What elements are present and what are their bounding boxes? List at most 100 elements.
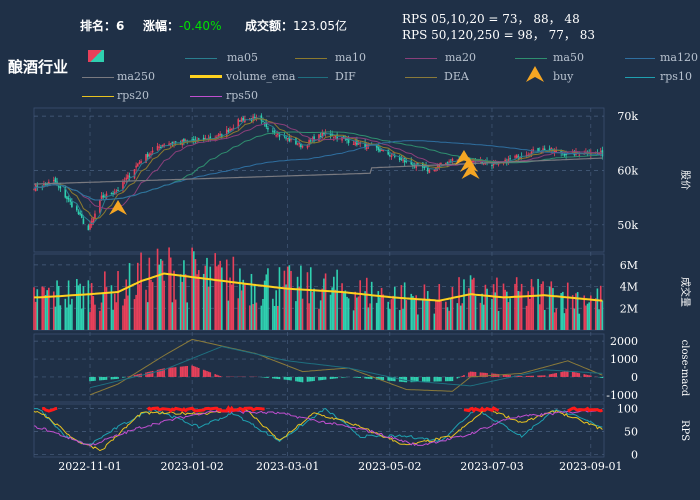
volume-bar xyxy=(356,297,358,330)
volume-bar xyxy=(33,287,35,330)
volume-bar xyxy=(43,287,45,330)
macd-histogram-bar xyxy=(216,374,218,377)
macd-histogram-bar xyxy=(102,376,104,381)
volume-bar xyxy=(540,283,543,330)
volume-bar xyxy=(459,305,462,330)
macd-histogram-bar xyxy=(415,376,418,383)
macd-histogram-bar xyxy=(104,376,106,380)
volume-bar xyxy=(283,270,286,330)
macd-histogram-bar xyxy=(286,376,289,380)
macd-histogram-bar xyxy=(576,372,579,377)
rps-panel xyxy=(33,405,603,452)
candle-body xyxy=(36,185,39,188)
volume-bar xyxy=(532,287,534,330)
volume-bar xyxy=(514,283,516,330)
candle-body xyxy=(146,153,149,158)
macd-histogram-bar xyxy=(590,375,592,377)
macd-histogram-bar xyxy=(463,375,465,377)
legend-label-ma50: ma50 xyxy=(553,51,584,64)
volume-bar xyxy=(525,305,528,330)
candle-body xyxy=(94,213,96,220)
candle-body xyxy=(135,165,137,168)
macd-histogram-bar xyxy=(425,376,427,382)
volume-bar xyxy=(517,291,520,330)
volume-bar xyxy=(426,291,429,330)
volume-bar xyxy=(309,267,312,330)
candle-body xyxy=(272,130,274,132)
candle-body xyxy=(148,154,151,157)
rank-stat: 排名：6 xyxy=(80,17,124,34)
macd-histogram-bar xyxy=(321,376,324,381)
macd-histogram-bar xyxy=(520,376,523,377)
ylabel: 成交量 xyxy=(679,277,692,307)
macd-histogram-bar xyxy=(505,374,508,377)
candle-body xyxy=(514,156,516,158)
dea-line xyxy=(89,345,603,389)
xtick-label: 2023-05-02 xyxy=(358,460,421,473)
volume-bar xyxy=(390,299,393,330)
macd-histogram-bar xyxy=(356,376,358,378)
candle-body xyxy=(267,127,269,130)
volume-bar xyxy=(194,259,197,330)
macd-histogram-bar xyxy=(474,372,477,377)
volume-bar xyxy=(415,295,418,330)
volume-bar xyxy=(267,268,269,330)
candle-body xyxy=(179,142,182,144)
macd-histogram-bar xyxy=(150,371,152,377)
volume-bar xyxy=(163,280,165,330)
volume-bar xyxy=(560,293,562,330)
volume-bar xyxy=(369,303,371,330)
volume-bar xyxy=(311,292,314,330)
legend-swatch-rps20 xyxy=(82,96,114,97)
macd-histogram-bar xyxy=(112,376,114,380)
volume-bar xyxy=(113,293,116,330)
candle-body xyxy=(150,153,152,155)
macd-histogram-bar xyxy=(392,376,394,382)
volume-bar xyxy=(295,301,297,330)
candle-body xyxy=(161,144,164,148)
volume-bar xyxy=(209,266,212,330)
macd-histogram-bar xyxy=(473,371,475,377)
volume-bar xyxy=(445,301,447,330)
candle-body xyxy=(352,143,355,145)
macd-histogram-bar xyxy=(517,375,520,377)
macd-histogram-bar xyxy=(471,371,474,377)
candle-body xyxy=(240,118,243,122)
volume-bar xyxy=(382,294,385,330)
volume-bar xyxy=(290,270,292,330)
legend-label-volume-ema: volume_ema xyxy=(226,70,296,83)
volume-bar xyxy=(329,294,332,330)
macd-histogram-bar xyxy=(323,376,325,380)
volume-bar xyxy=(214,253,217,330)
volume-bar xyxy=(112,309,114,330)
candle-body xyxy=(377,146,380,150)
volume-bar xyxy=(127,295,129,330)
legend-label-rps50: rps50 xyxy=(226,89,258,102)
candle-body xyxy=(357,142,360,145)
xtick-label: 2023-03-01 xyxy=(256,460,319,473)
macd-histogram-bar xyxy=(288,376,291,381)
candle-body xyxy=(43,183,45,186)
macd-histogram-bar xyxy=(309,376,312,382)
macd-histogram-bar xyxy=(565,371,567,377)
macd-histogram-bar xyxy=(449,376,452,382)
macd-histogram-bar xyxy=(435,376,437,382)
volume-bar xyxy=(333,276,335,330)
volume-bar xyxy=(313,288,315,330)
volume-bar xyxy=(105,287,108,330)
volume-bar xyxy=(250,273,253,330)
macd-histogram-bar xyxy=(267,376,269,378)
candle-body xyxy=(225,129,228,137)
candle-body xyxy=(48,181,50,184)
candle-body xyxy=(229,128,231,132)
candle-body xyxy=(202,137,205,140)
volume-bar xyxy=(344,290,347,330)
ytick-label: 60k xyxy=(617,164,638,177)
macd-histogram-bar xyxy=(113,376,116,380)
xtick-label: 2023-09-01 xyxy=(559,460,622,473)
volume-bar xyxy=(306,272,309,330)
legend-label-ma120: ma120 xyxy=(660,51,698,64)
volume-bar xyxy=(36,289,39,330)
macd-histogram-bar xyxy=(179,366,182,377)
macd-histogram-bar xyxy=(532,375,534,377)
